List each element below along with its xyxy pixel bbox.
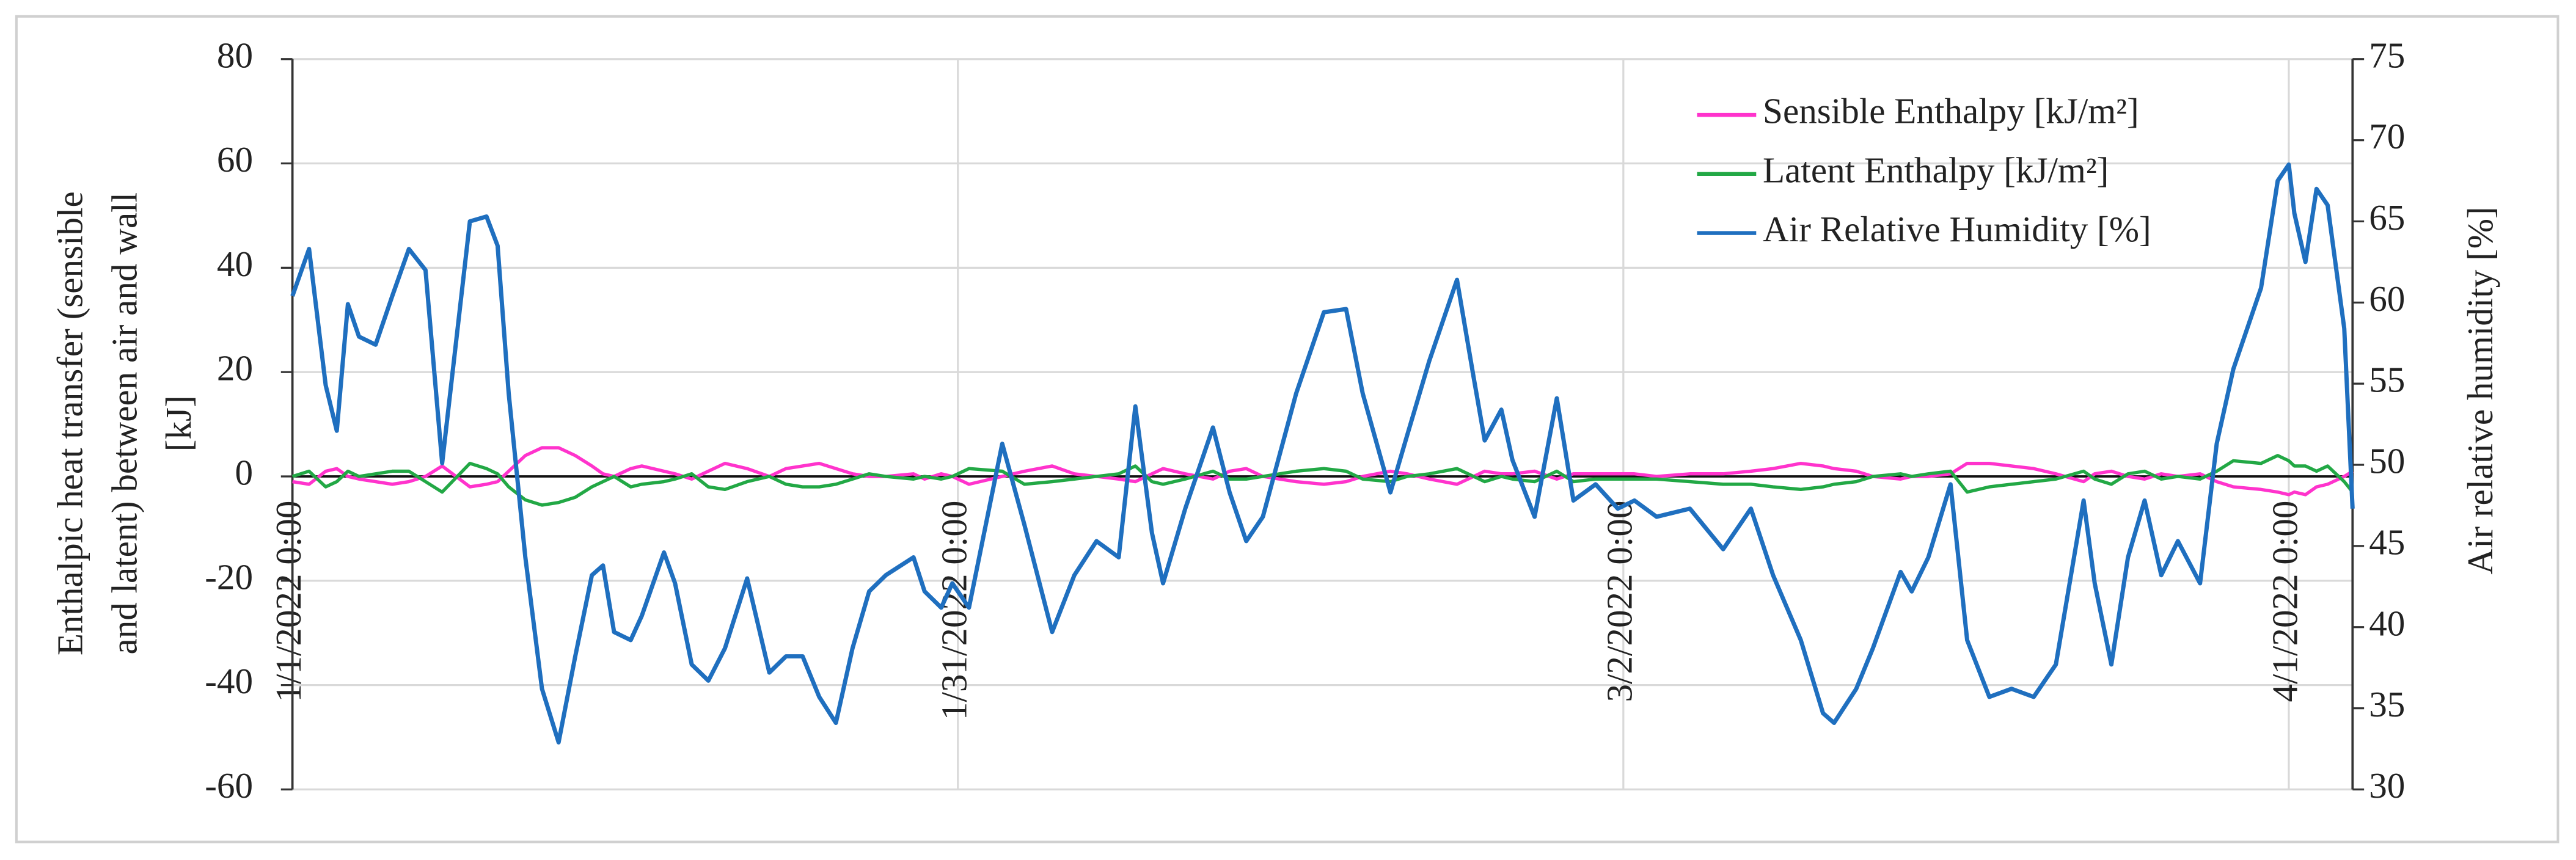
y-axis-title: Enthalpic heat transfer (sensible — [50, 191, 90, 655]
legend-label: Sensible Enthalpy [kJ/m²] — [1763, 91, 2139, 131]
y2-tick-label: 70 — [2369, 116, 2405, 156]
y2-tick-label: 50 — [2369, 441, 2405, 481]
y2-tick-label: 35 — [2369, 684, 2405, 724]
legend: Sensible Enthalpy [kJ/m²] Latent Enthalpy… — [1697, 91, 2151, 249]
y-tick-label: 20 — [217, 348, 253, 388]
y-axis-title: [kJ] — [158, 395, 199, 451]
x-tick-label: 1/1/2022 0:00 — [268, 501, 309, 702]
y-tick-label: 60 — [217, 139, 253, 180]
y-tick-label: -20 — [205, 556, 253, 597]
y2-tick-label: 55 — [2369, 360, 2405, 400]
y2-tick-label: 65 — [2369, 197, 2405, 238]
series-line — [290, 162, 2355, 745]
y2-tick-label: 75 — [2369, 35, 2405, 75]
y2-tick-label: 45 — [2369, 522, 2405, 562]
legend-label: Latent Enthalpy [kJ/m²] — [1763, 150, 2109, 190]
y-tick-label: 40 — [217, 244, 253, 284]
y-tick-label: 80 — [217, 35, 253, 75]
y-tick-label: 0 — [235, 453, 253, 493]
x-tick-label: 3/2/2022 0:00 — [1599, 501, 1639, 702]
y2-axis-title: Air relative humidity [%] — [2460, 206, 2500, 574]
x-tick-label: 1/31/2022 0:00 — [934, 501, 974, 721]
x-tick-label: 4/1/2022 0:00 — [2265, 501, 2305, 702]
y2-tick-label: 60 — [2369, 279, 2405, 319]
y-tick-label: -60 — [205, 765, 253, 806]
y-tick-label: -40 — [205, 661, 253, 701]
series-line — [291, 454, 2354, 507]
y2-tick-label: 40 — [2369, 603, 2405, 643]
y-axis-title: and latent) between air and wall — [104, 192, 144, 655]
legend-label: Air Relative Humidity [%] — [1763, 209, 2151, 249]
y2-tick-label: 30 — [2369, 765, 2405, 806]
